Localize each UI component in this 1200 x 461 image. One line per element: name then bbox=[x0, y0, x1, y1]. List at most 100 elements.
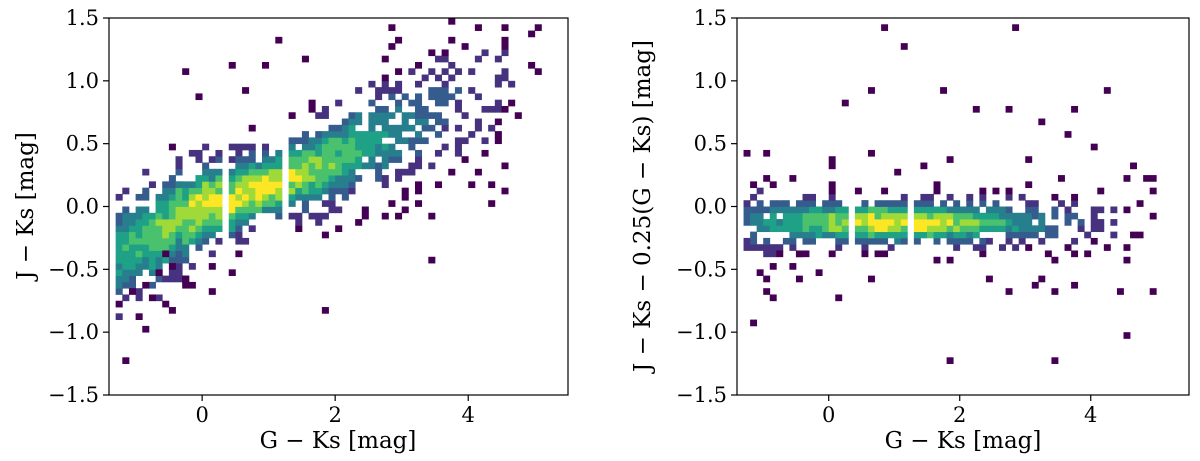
heatmap-cell bbox=[288, 143, 296, 151]
heatmap-cell bbox=[946, 219, 954, 226]
heatmap-cell bbox=[488, 105, 496, 113]
heatmap-cell bbox=[494, 118, 502, 126]
heatmap-cell bbox=[188, 212, 196, 220]
heatmap-cell bbox=[454, 124, 462, 132]
y-tick-label: 1.0 bbox=[66, 69, 99, 93]
heatmap-cell bbox=[228, 156, 236, 163]
heatmap-cell bbox=[809, 219, 817, 226]
heatmap-cell bbox=[953, 206, 961, 214]
heatmap-cell bbox=[900, 231, 908, 239]
heatmap-cell bbox=[822, 219, 830, 226]
heatmap-cell bbox=[228, 212, 236, 220]
heatmap-cell bbox=[268, 175, 276, 182]
heatmap-cell bbox=[881, 219, 889, 226]
heatmap-cell bbox=[763, 237, 771, 245]
heatmap-cell bbox=[115, 275, 123, 283]
heatmap-cell bbox=[828, 250, 836, 258]
heatmap-cell bbox=[809, 237, 817, 245]
heatmap-cell bbox=[381, 55, 389, 63]
heatmap-cell bbox=[175, 219, 183, 226]
heatmap-cell bbox=[1130, 231, 1137, 239]
heatmap-cell bbox=[750, 231, 758, 239]
heatmap-outlier-cell bbox=[750, 319, 758, 327]
heatmap-cell bbox=[776, 206, 784, 214]
heatmap-cell bbox=[1051, 206, 1059, 214]
y-axis-label-left: J − Ks [mag] bbox=[13, 132, 39, 282]
heatmap-cell bbox=[1018, 193, 1026, 201]
heatmap-cell bbox=[461, 137, 469, 145]
heatmap-cell bbox=[288, 187, 296, 195]
heatmap-cell bbox=[1084, 250, 1092, 258]
heatmap-cell bbox=[913, 237, 921, 245]
heatmap-cell bbox=[985, 237, 993, 245]
heatmap-cell bbox=[262, 181, 270, 189]
heatmap-cell bbox=[228, 168, 236, 176]
heatmap-cell bbox=[428, 124, 436, 132]
heatmap-cell bbox=[381, 162, 389, 170]
heatmap-cell bbox=[248, 162, 256, 170]
heatmap-cell bbox=[115, 212, 123, 220]
heatmap-cell bbox=[335, 175, 343, 182]
heatmap-cell bbox=[388, 112, 396, 119]
heatmap-cell bbox=[1051, 212, 1059, 220]
heatmap-cell bbox=[295, 219, 303, 226]
heatmap-cell bbox=[175, 225, 183, 233]
heatmap-cell bbox=[228, 219, 236, 226]
heatmap-cell bbox=[920, 225, 928, 233]
heatmap-cell bbox=[135, 193, 143, 201]
heatmap-cell bbox=[428, 93, 436, 101]
heatmap-outlier-cell bbox=[972, 105, 980, 113]
heatmap-cell bbox=[208, 225, 216, 233]
heatmap-cell bbox=[441, 55, 449, 63]
heatmap-cell bbox=[401, 137, 409, 145]
heatmap-cell bbox=[235, 250, 243, 258]
heatmap-cell bbox=[861, 206, 869, 214]
heatmap-cell bbox=[288, 175, 296, 182]
heatmap-cell bbox=[401, 187, 409, 195]
heatmap-cell bbox=[275, 168, 283, 176]
heatmap-cell bbox=[1110, 219, 1118, 226]
heatmap-cell bbox=[769, 181, 777, 189]
heatmap-cell bbox=[1071, 193, 1079, 201]
heatmap-cell bbox=[1123, 256, 1131, 264]
heatmap-cell bbox=[215, 168, 223, 176]
heatmap-cell bbox=[381, 212, 389, 220]
heatmap-cell bbox=[1025, 244, 1033, 251]
heatmap-cell bbox=[815, 231, 823, 239]
heatmap-cell bbox=[415, 93, 423, 101]
heatmap-cell bbox=[408, 162, 416, 170]
y-tick-label: 0.0 bbox=[66, 195, 99, 219]
heatmap-cell bbox=[142, 256, 150, 264]
heatmap-cell bbox=[887, 219, 895, 226]
heatmap-cell bbox=[979, 250, 987, 258]
heatmap-cell bbox=[763, 175, 771, 182]
heatmap-cell bbox=[175, 250, 183, 258]
heatmap-cell bbox=[528, 18, 536, 19]
heatmap-cell bbox=[315, 181, 323, 189]
heatmap-cell bbox=[195, 175, 203, 182]
heatmap-cell bbox=[275, 156, 283, 163]
heatmap-cell bbox=[375, 112, 383, 119]
heatmap-cell bbox=[162, 237, 170, 245]
heatmap-cell bbox=[946, 193, 954, 201]
heatmap-cell bbox=[894, 200, 902, 207]
heatmap-cell bbox=[341, 124, 349, 132]
heatmap-cell bbox=[809, 206, 817, 214]
heatmap-outlier-cell bbox=[148, 294, 156, 302]
heatmap-cell bbox=[248, 175, 256, 182]
heatmap-cell bbox=[208, 181, 216, 189]
heatmap-cell bbox=[162, 193, 170, 201]
heatmap-cell bbox=[148, 281, 156, 289]
heatmap-cell bbox=[262, 187, 270, 195]
heatmap-cell bbox=[789, 244, 797, 251]
heatmap-cell bbox=[743, 219, 751, 226]
heatmap-cell bbox=[262, 200, 270, 207]
heatmap-cell bbox=[428, 112, 436, 119]
heatmap-cell bbox=[959, 237, 967, 245]
heatmap-cell bbox=[135, 237, 143, 245]
y-tick-label: 0.0 bbox=[694, 195, 727, 219]
heatmap-cell bbox=[175, 181, 183, 189]
heatmap-cell bbox=[454, 99, 462, 107]
heatmap-outlier-cell bbox=[195, 93, 203, 101]
heatmap-cell bbox=[1025, 231, 1033, 239]
